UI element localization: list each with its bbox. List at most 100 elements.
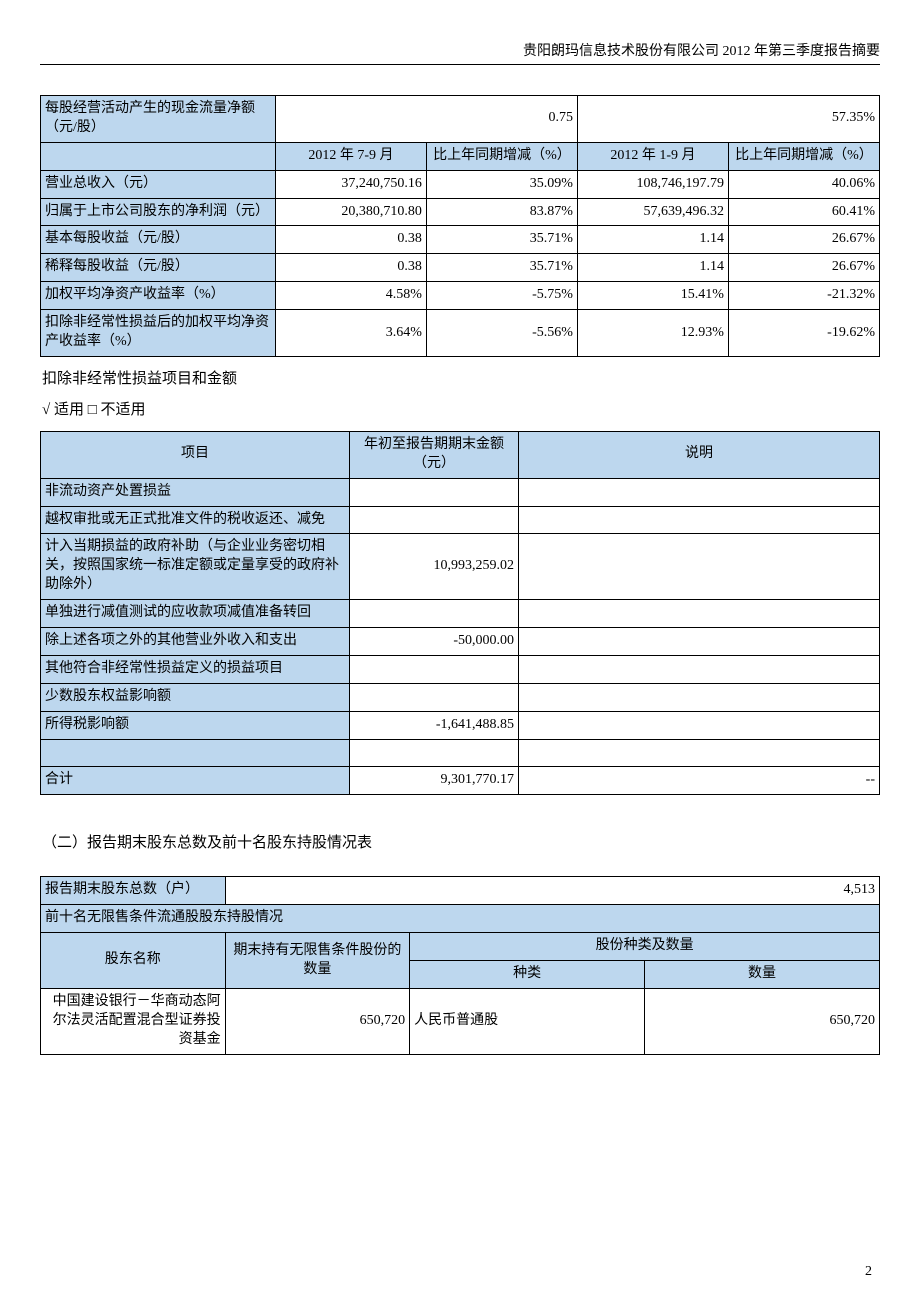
cell-value: 15.41% xyxy=(577,282,728,310)
cell-value: -5.56% xyxy=(426,310,577,357)
header-cell: 2012 年 1-9 月 xyxy=(577,142,728,170)
shareholders-table: 报告期末股东总数（户） 4,513 前十名无限售条件流通股股东持股情况 股东名称… xyxy=(40,876,880,1054)
row-label: 稀释每股收益（元/股） xyxy=(41,254,276,282)
cell-value: -19.62% xyxy=(728,310,879,357)
table-row: 中国建设银行－华商动态阿尔法灵活配置混合型证券投资基金650,720人民币普通股… xyxy=(41,988,880,1054)
cell-value: 1.14 xyxy=(577,254,728,282)
non-recurring-table: 项目 年初至报告期期末金额（元） 说明 非流动资产处置损益越权审批或无正式批准文… xyxy=(40,431,880,795)
cell-value xyxy=(519,711,880,739)
table-row: 归属于上市公司股东的净利润（元）20,380,710.8083.87%57,63… xyxy=(41,198,880,226)
cell-value: -50,000.00 xyxy=(350,628,519,656)
financial-indicators-table: 每股经营活动产生的现金流量净额（元/股） 0.75 57.35% 2012 年 … xyxy=(40,95,880,357)
cell-value: 650,720 xyxy=(225,988,410,1054)
cell-value: 人民币普通股 xyxy=(410,988,645,1054)
cell-value: 4,513 xyxy=(225,877,879,905)
cell-value: 35.71% xyxy=(426,226,577,254)
cell-value xyxy=(519,683,880,711)
row-label: 基本每股收益（元/股） xyxy=(41,226,276,254)
table-header-row: 股东名称 期末持有无限售条件股份的数量 股份种类及数量 xyxy=(41,933,880,961)
row-label: 少数股东权益影响额 xyxy=(41,683,350,711)
cell-value: 26.67% xyxy=(728,254,879,282)
header-cell: 说明 xyxy=(519,431,880,478)
header-cell: 期末持有无限售条件股份的数量 xyxy=(225,933,410,989)
row-label: 营业总收入（元） xyxy=(41,170,276,198)
cell-value: 9,301,770.17 xyxy=(350,767,519,795)
cell-value: 0.38 xyxy=(275,226,426,254)
cell-value xyxy=(519,534,880,600)
table-row: 除上述各项之外的其他营业外收入和支出-50,000.00 xyxy=(41,628,880,656)
header-cell: 股东名称 xyxy=(41,933,226,989)
cell-value xyxy=(519,628,880,656)
row-label: 越权审批或无正式批准文件的税收返还、减免 xyxy=(41,506,350,534)
cell-value: 0.75 xyxy=(275,96,577,143)
header-cell: 种类 xyxy=(410,961,645,989)
cell-value: 57,639,496.32 xyxy=(577,198,728,226)
cell-value: 20,380,710.80 xyxy=(275,198,426,226)
row-label xyxy=(41,739,350,767)
row-label: 其他符合非经常性损益定义的损益项目 xyxy=(41,655,350,683)
cell-value xyxy=(350,506,519,534)
header-cell: 2012 年 7-9 月 xyxy=(275,142,426,170)
row-label: 除上述各项之外的其他营业外收入和支出 xyxy=(41,628,350,656)
table-row: 计入当期损益的政府补助（与企业业务密切相关，按照国家统一标准定额或定量享受的政府… xyxy=(41,534,880,600)
cell-value xyxy=(350,739,519,767)
table-row-total: 合计 9,301,770.17 -- xyxy=(41,767,880,795)
header-cell: 项目 xyxy=(41,431,350,478)
cell-value xyxy=(519,655,880,683)
page-number: 2 xyxy=(865,1264,872,1280)
cell-value xyxy=(350,655,519,683)
body-text: √ 适用 □ 不适用 xyxy=(42,398,880,419)
table-row: 前十名无限售条件流通股股东持股情况 xyxy=(41,905,880,933)
header-cell: 比上年同期增减（%） xyxy=(728,142,879,170)
table-row: 营业总收入（元）37,240,750.1635.09%108,746,197.7… xyxy=(41,170,880,198)
header-cell: 数量 xyxy=(645,961,880,989)
cell-value: 35.09% xyxy=(426,170,577,198)
cell-value xyxy=(519,739,880,767)
cell-value xyxy=(519,506,880,534)
cell-value: -5.75% xyxy=(426,282,577,310)
row-label: 所得税影响额 xyxy=(41,711,350,739)
row-label: 计入当期损益的政府补助（与企业业务密切相关，按照国家统一标准定额或定量享受的政府… xyxy=(41,534,350,600)
table-row: 单独进行减值测试的应收款项减值准备转回 xyxy=(41,600,880,628)
table-row: 扣除非经常性损益后的加权平均净资产收益率（%）3.64%-5.56%12.93%… xyxy=(41,310,880,357)
cell-value: 83.87% xyxy=(426,198,577,226)
cell-value: -1,641,488.85 xyxy=(350,711,519,739)
table-row: 越权审批或无正式批准文件的税收返还、减免 xyxy=(41,506,880,534)
cell-value: 35.71% xyxy=(426,254,577,282)
cell-value: 57.35% xyxy=(577,96,879,143)
table-row: 其他符合非经常性损益定义的损益项目 xyxy=(41,655,880,683)
cell-value: 40.06% xyxy=(728,170,879,198)
cell-value: 中国建设银行－华商动态阿尔法灵活配置混合型证券投资基金 xyxy=(41,988,226,1054)
cell-value: 1.14 xyxy=(577,226,728,254)
table-row: 基本每股收益（元/股）0.3835.71%1.1426.67% xyxy=(41,226,880,254)
header-cell xyxy=(41,142,276,170)
cell-value xyxy=(350,600,519,628)
cell-value: 4.58% xyxy=(275,282,426,310)
row-label: 非流动资产处置损益 xyxy=(41,478,350,506)
cell-value: 108,746,197.79 xyxy=(577,170,728,198)
header-cell: 比上年同期增减（%） xyxy=(426,142,577,170)
row-label: 合计 xyxy=(41,767,350,795)
cell-value: 60.41% xyxy=(728,198,879,226)
table-header-row: 2012 年 7-9 月 比上年同期增减（%） 2012 年 1-9 月 比上年… xyxy=(41,142,880,170)
cell-value: -- xyxy=(519,767,880,795)
table-row: 所得税影响额-1,641,488.85 xyxy=(41,711,880,739)
table-header-row: 项目 年初至报告期期末金额（元） 说明 xyxy=(41,431,880,478)
table-row: 加权平均净资产收益率（%）4.58%-5.75%15.41%-21.32% xyxy=(41,282,880,310)
cell-value: 37,240,750.16 xyxy=(275,170,426,198)
cell-value xyxy=(350,478,519,506)
cell-value xyxy=(519,600,880,628)
table-row: 稀释每股收益（元/股）0.3835.71%1.1426.67% xyxy=(41,254,880,282)
body-text: 扣除非经常性损益项目和金额 xyxy=(42,367,880,388)
cell-value: 3.64% xyxy=(275,310,426,357)
page-header: 贵阳朗玛信息技术股份有限公司 2012 年第三季度报告摘要 xyxy=(40,40,880,65)
row-label: 扣除非经常性损益后的加权平均净资产收益率（%） xyxy=(41,310,276,357)
cell-value: 26.67% xyxy=(728,226,879,254)
cell-value: 10,993,259.02 xyxy=(350,534,519,600)
table-row: 少数股东权益影响额 xyxy=(41,683,880,711)
cell-value: 12.93% xyxy=(577,310,728,357)
cell-value: -21.32% xyxy=(728,282,879,310)
cell-value: 0.38 xyxy=(275,254,426,282)
row-label: 单独进行减值测试的应收款项减值准备转回 xyxy=(41,600,350,628)
header-cell: 股份种类及数量 xyxy=(410,933,880,961)
